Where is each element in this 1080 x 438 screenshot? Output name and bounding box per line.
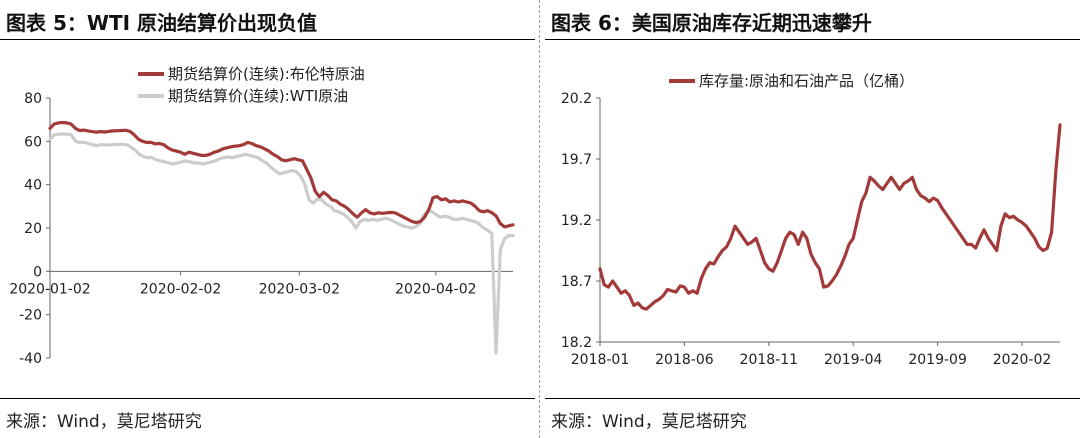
x-tick-label: 2019-04 xyxy=(824,352,883,368)
y-tick-label: 60 xyxy=(24,134,42,150)
x-tick-label: 2020-02 xyxy=(993,352,1051,368)
chart-title-bar: 图表 5：WTI 原油结算价出现负值 xyxy=(0,0,535,40)
chart-title: 图表 5：WTI 原油结算价出现负值 xyxy=(6,11,317,35)
y-tick-label: -20 xyxy=(19,308,42,324)
wti-brent-price-chart: 80 60 40 20 0 -20 -40 2020-01-02 2020-02-02 2020-… xyxy=(9,65,515,367)
source-bar: 来源：Wind，莫尼塔研究 xyxy=(0,398,535,438)
y-tick-label: 20 xyxy=(24,221,42,237)
y-tick-label: 20.2 xyxy=(561,91,592,107)
source-note: 来源：Wind，莫尼塔研究 xyxy=(551,412,747,432)
y-tick-label: 40 xyxy=(24,178,42,194)
x-tick-label: 2020-01-02 xyxy=(9,281,90,297)
series-line-1 xyxy=(598,123,1062,311)
x-tick-label: 2018-01 xyxy=(571,352,630,368)
x-tick-label: 2018-11 xyxy=(740,352,799,368)
right-chart-panel: 图表 6：美国原油库存近期迅速攀升 20.2 19.7 19.2 18.7 18.2 20… xyxy=(545,0,1080,438)
series-line-1 xyxy=(48,120,515,229)
x-tick-label: 2020-02-02 xyxy=(140,281,221,297)
x-tick-label: 2020-04-02 xyxy=(395,281,476,297)
y-tick-label: 19.2 xyxy=(561,213,592,229)
chart-title: 图表 6：美国原油库存近期迅速攀升 xyxy=(551,11,872,35)
source-bar: 来源：Wind，莫尼塔研究 xyxy=(545,398,1080,438)
y-tick-label: 19.7 xyxy=(561,152,592,168)
legend-label: 库存量:原油和石油产品（亿桶） xyxy=(699,72,914,90)
legend-label: 期货结算价(连续):布伦特原油 xyxy=(168,65,365,83)
x-tick-label: 2020-03-02 xyxy=(259,281,340,297)
y-tick-label: -40 xyxy=(19,351,42,367)
y-tick-label: 18.2 xyxy=(561,335,592,351)
y-tick-label: 0 xyxy=(33,264,42,280)
y-tick-label: 18.7 xyxy=(561,274,592,290)
x-tick-label: 2018-06 xyxy=(655,352,714,368)
series-line-2 xyxy=(48,132,515,355)
panel-divider xyxy=(539,0,540,438)
source-note: 来源：Wind，莫尼塔研究 xyxy=(6,412,202,432)
x-tick-label: 2019-09 xyxy=(908,352,967,368)
y-tick-label: 80 xyxy=(24,91,42,107)
chart-title-bar: 图表 6：美国原油库存近期迅速攀升 xyxy=(545,0,1080,40)
legend-label: 期货结算价(连续):WTI原油 xyxy=(168,87,348,105)
left-chart-panel: 图表 5：WTI 原油结算价出现负值 80 60 40 20 0 -20 -40 2020-0… xyxy=(0,0,535,438)
